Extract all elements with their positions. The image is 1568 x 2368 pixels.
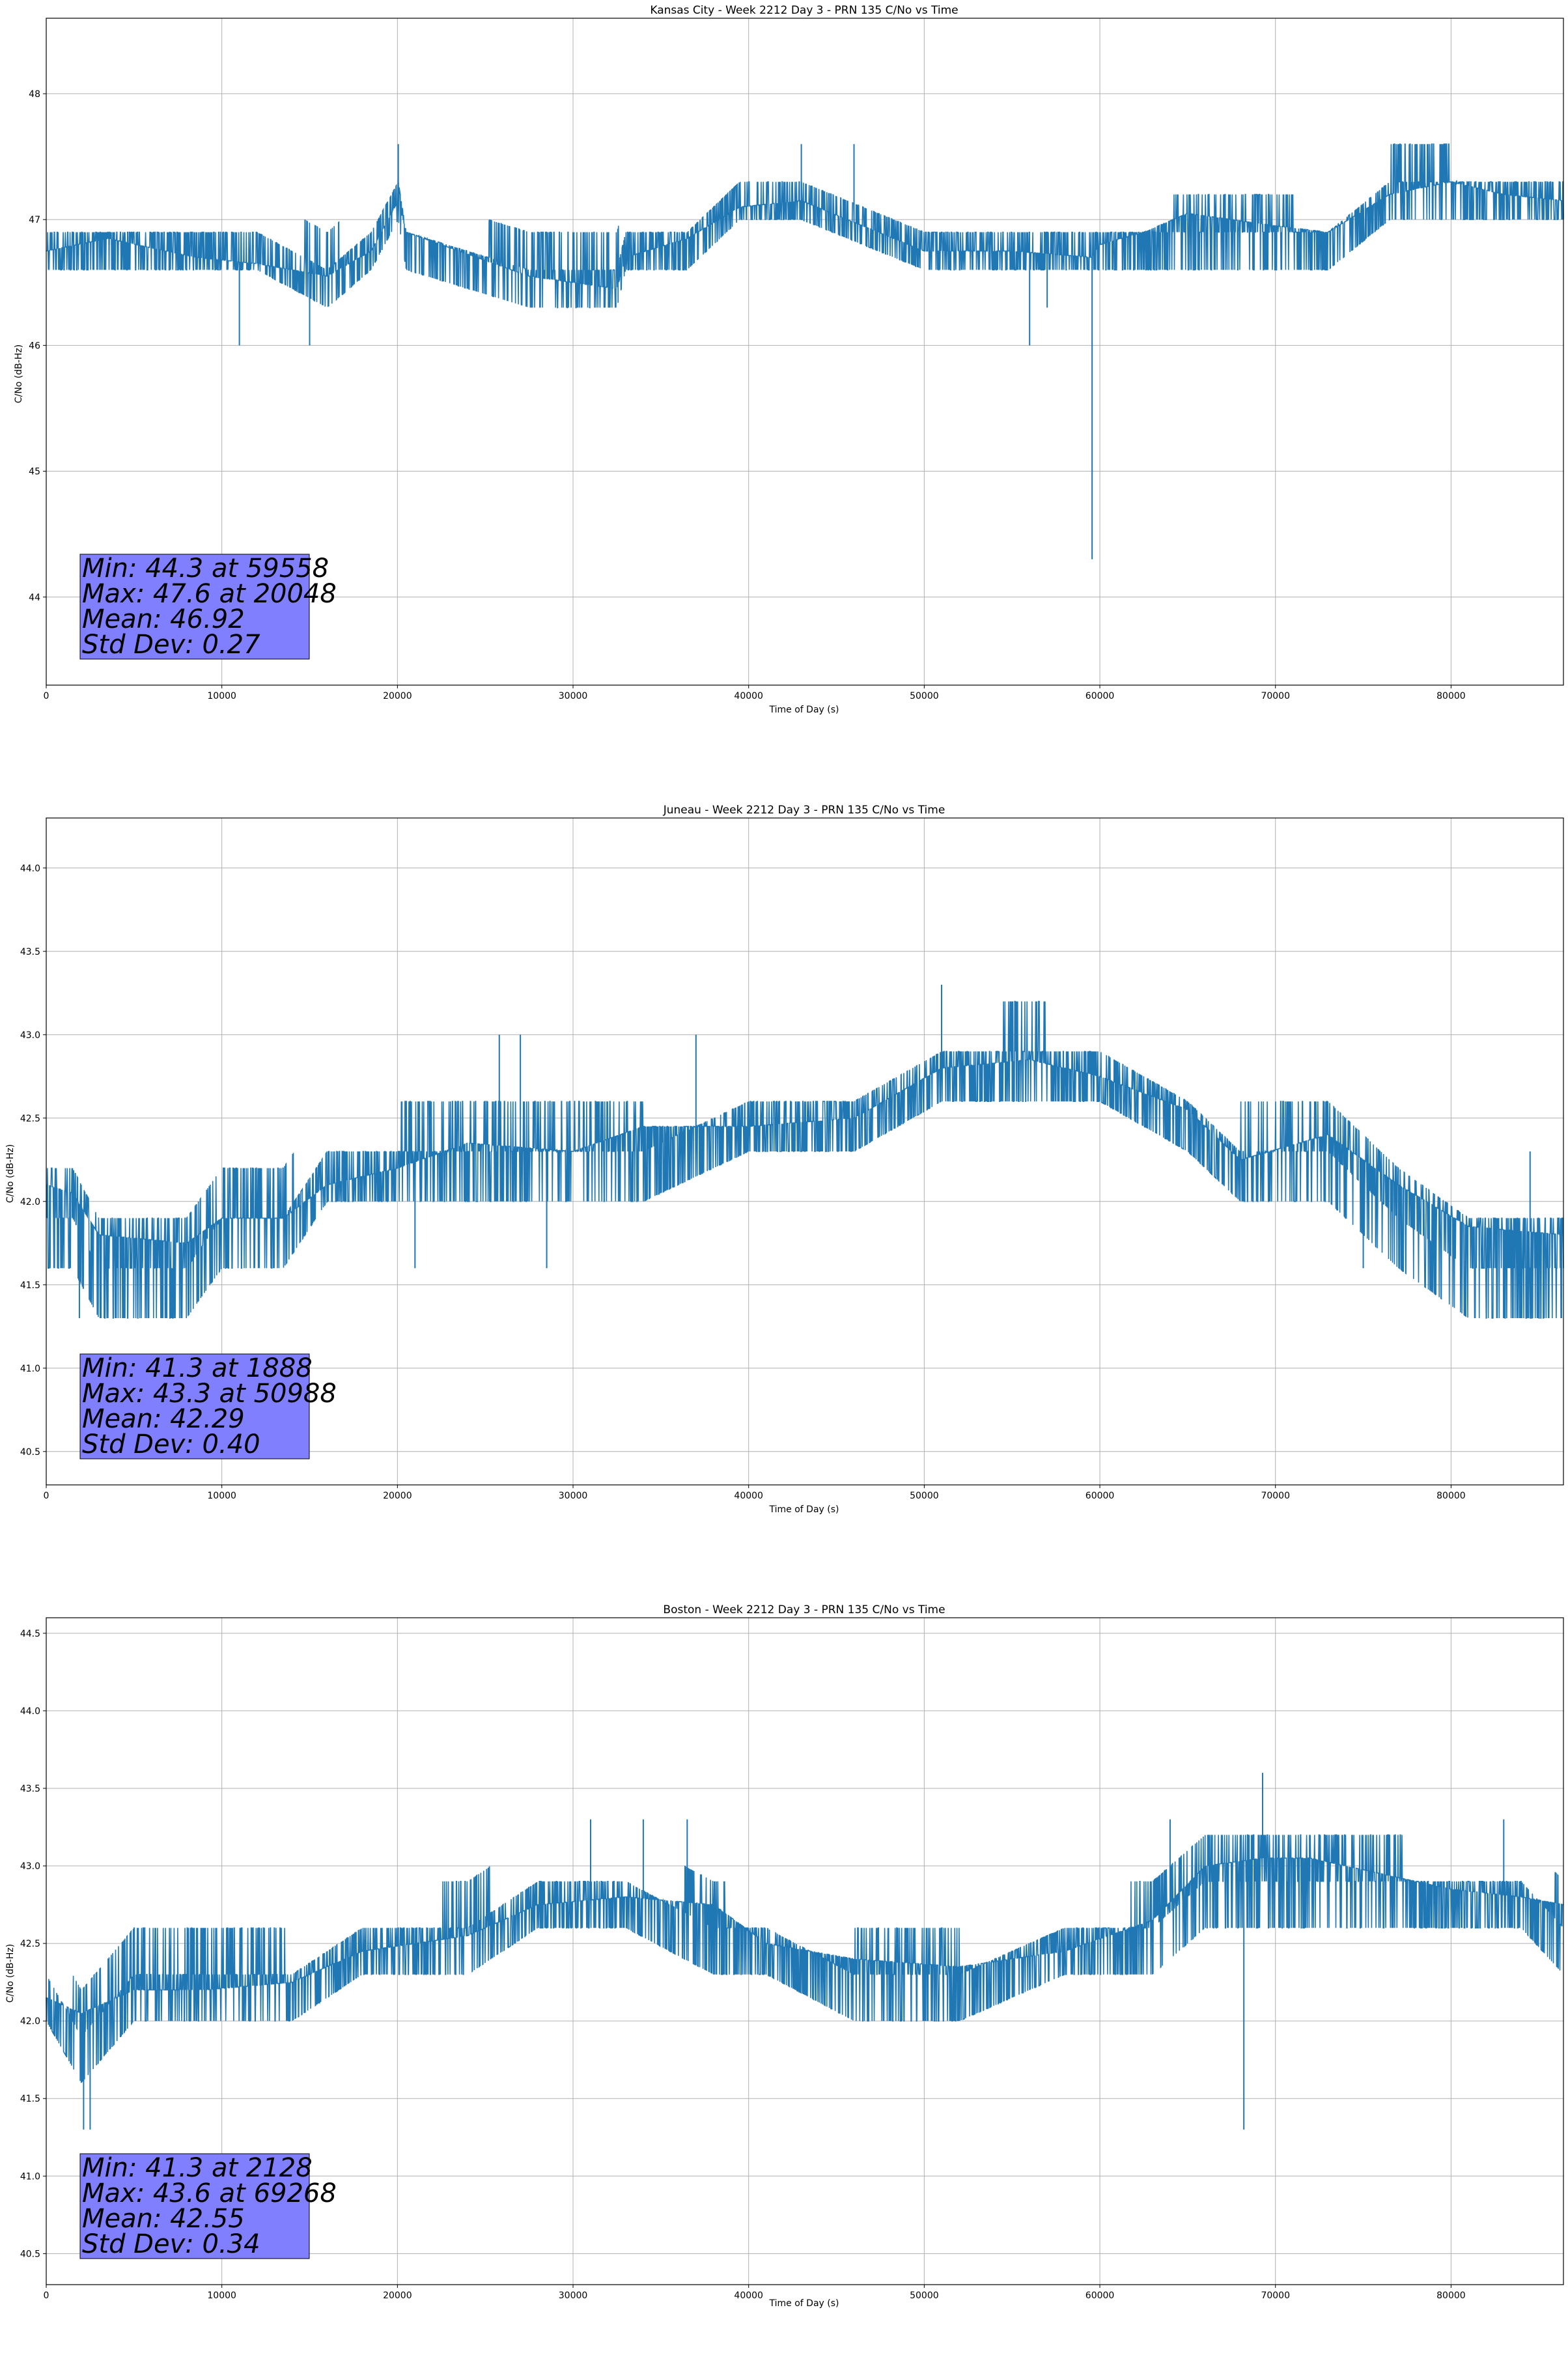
y-tick-label: 42.0 bbox=[20, 2016, 40, 2027]
axes-frame bbox=[46, 18, 1564, 686]
x-axis-label: Time of Day (s) bbox=[769, 2298, 839, 2309]
stat-std-dev: Std Dev: 0.40 bbox=[82, 1430, 260, 1459]
x-tick-label: 60000 bbox=[1085, 2290, 1115, 2301]
axes-frame bbox=[46, 1617, 1564, 2285]
stat-max: Max: 47.6 at 20048 bbox=[82, 579, 337, 609]
x-tick-label: 30000 bbox=[559, 691, 588, 701]
x-axis-label: Time of Day (s) bbox=[769, 705, 839, 715]
stat-min: Min: 41.3 at 1888 bbox=[82, 1353, 313, 1383]
x-tick-label: 0 bbox=[44, 1491, 49, 1501]
x-tick-label: 50000 bbox=[910, 691, 939, 701]
x-axis-label: Time of Day (s) bbox=[769, 1504, 839, 1515]
stats-box: Min: 41.3 at 1888 Max: 43.3 at 50988 Mea… bbox=[79, 1353, 337, 1459]
x-tick-label: 50000 bbox=[910, 1491, 939, 1501]
x-tick-label: 70000 bbox=[1261, 1491, 1290, 1501]
x-tick-label: 40000 bbox=[734, 2290, 763, 2301]
chart-svg: Kansas City - Week 2212 Day 3 - PRN 135 … bbox=[14, 4, 1564, 715]
y-tick-label: 43.5 bbox=[20, 947, 40, 957]
y-tick-label: 40.5 bbox=[20, 1447, 40, 1458]
tick-labels: 0 10000 20000 30000 40000 50000 60000 70000 8000… bbox=[20, 864, 1466, 1501]
x-tick-label: 60000 bbox=[1085, 1491, 1115, 1501]
stat-min: Min: 44.3 at 59558 bbox=[82, 554, 329, 584]
y-tick-label: 42.5 bbox=[20, 1939, 40, 1949]
chart-panel-juneau: Juneau - Week 2212 Day 3 - PRN 135 C/No … bbox=[0, 800, 1568, 1568]
signal-trace bbox=[46, 143, 1564, 559]
stats-box: Min: 44.3 at 59558 Max: 47.6 at 20048 Me… bbox=[79, 554, 337, 660]
stat-max: Max: 43.3 at 50988 bbox=[82, 1379, 337, 1409]
x-tick-label: 20000 bbox=[383, 691, 412, 701]
chart-title: Juneau - Week 2212 Day 3 - PRN 135 C/No … bbox=[663, 804, 945, 817]
tick-labels: 0 10000 20000 30000 40000 50000 60000 70000 8000… bbox=[20, 1629, 1466, 2301]
y-tick-label: 41.5 bbox=[20, 2094, 40, 2104]
x-tick-label: 30000 bbox=[559, 1491, 588, 1501]
x-tick-label: 0 bbox=[44, 2290, 49, 2301]
x-tick-label: 80000 bbox=[1436, 1491, 1466, 1501]
x-tick-label: 80000 bbox=[1436, 2290, 1466, 2301]
x-tick-label: 60000 bbox=[1085, 691, 1115, 701]
y-tick-label: 44.5 bbox=[20, 1629, 40, 1639]
x-tick-label: 30000 bbox=[559, 2290, 588, 2301]
stats-box-background bbox=[79, 2153, 310, 2259]
y-tick-label: 43.0 bbox=[20, 1030, 40, 1041]
stat-mean: Mean: 46.92 bbox=[82, 604, 245, 634]
y-tick-label: 43.0 bbox=[20, 1861, 40, 1872]
stat-mean: Mean: 42.55 bbox=[82, 2204, 245, 2234]
y-tick-label: 46 bbox=[29, 341, 40, 351]
y-tick-label: 44.0 bbox=[20, 864, 40, 874]
x-tick-label: 70000 bbox=[1261, 2290, 1290, 2301]
stats-box: Min: 41.3 at 2128 Max: 43.6 at 69268 Mea… bbox=[79, 2153, 337, 2259]
y-tick-label: 41.0 bbox=[20, 2171, 40, 2182]
grid-lines bbox=[46, 18, 1563, 685]
stat-max: Max: 43.6 at 69268 bbox=[82, 2178, 337, 2208]
signal-line bbox=[46, 143, 1564, 309]
x-tick-label: 40000 bbox=[734, 1491, 763, 1501]
stat-mean: Mean: 42.29 bbox=[82, 1404, 245, 1434]
y-tick-label: 43.5 bbox=[20, 1784, 40, 1794]
signal-trace bbox=[46, 1773, 1564, 2130]
stats-box-background bbox=[79, 554, 310, 660]
tick-labels: 0 10000 20000 30000 40000 50000 60000 70000 8000… bbox=[29, 89, 1466, 701]
x-tick-label: 80000 bbox=[1436, 691, 1466, 701]
x-tick-label: 10000 bbox=[207, 691, 236, 701]
y-tick-label: 44.0 bbox=[20, 1706, 40, 1717]
y-tick-label: 44 bbox=[29, 593, 40, 603]
y-tick-label: 42.5 bbox=[20, 1114, 40, 1124]
x-tick-label: 0 bbox=[44, 691, 49, 701]
x-tick-label: 70000 bbox=[1261, 691, 1290, 701]
y-axis-label: C/No (dB-Hz) bbox=[5, 1144, 16, 1203]
signal-line bbox=[46, 1834, 1564, 2083]
y-tick-label: 45 bbox=[29, 467, 40, 477]
stats-box-background bbox=[79, 1353, 310, 1459]
chart-panel-boston: Boston - Week 2212 Day 3 - PRN 135 C/No … bbox=[0, 1600, 1568, 2368]
stat-std-dev: Std Dev: 0.27 bbox=[82, 630, 260, 660]
y-axis-label: C/No (dB-Hz) bbox=[14, 345, 24, 403]
x-tick-label: 20000 bbox=[383, 1491, 412, 1501]
x-tick-label: 20000 bbox=[383, 2290, 412, 2301]
x-tick-label: 40000 bbox=[734, 691, 763, 701]
stat-std-dev: Std Dev: 0.34 bbox=[82, 2229, 260, 2259]
stat-min: Min: 41.3 at 2128 bbox=[82, 2153, 313, 2183]
x-tick-label: 10000 bbox=[207, 2290, 236, 2301]
x-tick-label: 50000 bbox=[910, 2290, 939, 2301]
chart-title: Boston - Week 2212 Day 3 - PRN 135 C/No … bbox=[663, 1603, 945, 1616]
signal-trace bbox=[46, 985, 1564, 1319]
chart-svg: Boston - Week 2212 Day 3 - PRN 135 C/No … bbox=[5, 1603, 1564, 2309]
chart-svg: Juneau - Week 2212 Day 3 - PRN 135 C/No … bbox=[5, 804, 1564, 1515]
y-tick-label: 41.5 bbox=[20, 1280, 40, 1291]
axes-frame bbox=[46, 817, 1564, 1486]
signal-line bbox=[46, 1000, 1564, 1319]
x-tick-label: 10000 bbox=[207, 1491, 236, 1501]
y-tick-label: 42.0 bbox=[20, 1197, 40, 1207]
y-tick-label: 40.5 bbox=[20, 2249, 40, 2259]
y-axis-label: C/No (dB-Hz) bbox=[5, 1944, 16, 2003]
y-tick-label: 47 bbox=[29, 215, 40, 225]
y-tick-label: 41.0 bbox=[20, 1364, 40, 1374]
y-tick-label: 48 bbox=[29, 89, 40, 100]
chart-title: Kansas City - Week 2212 Day 3 - PRN 135 … bbox=[650, 4, 958, 17]
chart-panel-kansas-city: Kansas City - Week 2212 Day 3 - PRN 135 … bbox=[0, 0, 1568, 768]
